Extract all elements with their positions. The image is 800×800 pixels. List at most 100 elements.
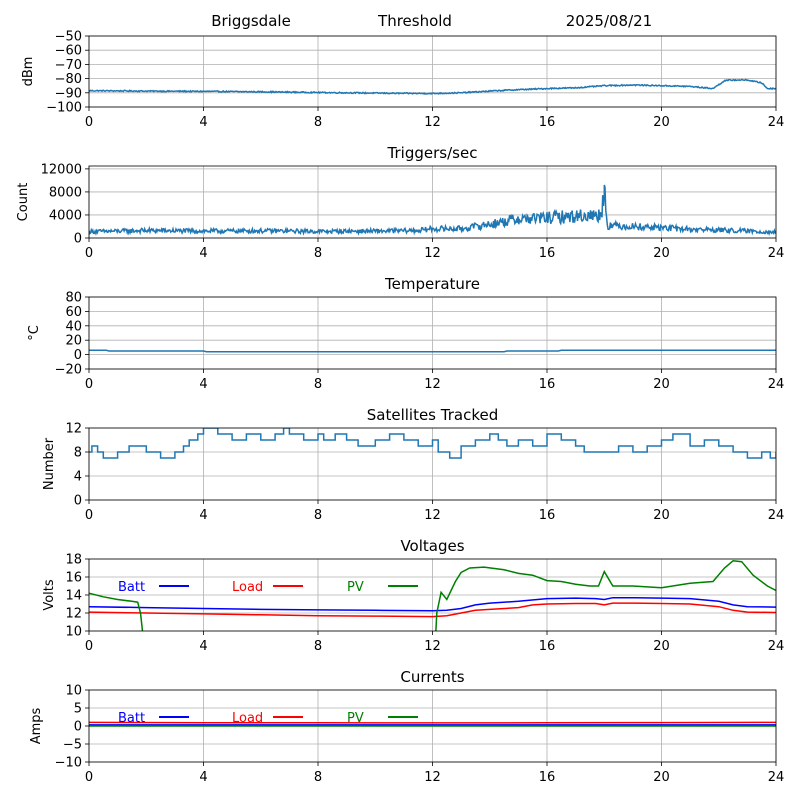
y-tick-label: −10 [55,756,82,771]
x-tick-label: 24 [768,639,785,654]
currents-series-load [89,721,776,724]
x-tick-label: 4 [199,115,207,130]
x-tick-label: 20 [653,377,670,392]
y-tick-label: 4 [74,470,82,485]
x-tick-label: 12 [424,639,441,654]
legend-label: Load [232,711,263,726]
x-tick-label: 16 [539,770,556,785]
x-tick-label: 12 [424,770,441,785]
y-tick-label: 18 [65,553,82,568]
satellites-title: Satellites Tracked [367,406,498,424]
y-tick-label: 4000 [49,208,82,223]
x-tick-label: 8 [314,639,322,654]
x-tick-label: 24 [768,115,785,130]
currents-title: Currents [400,668,464,686]
legend-label: Batt [118,711,145,726]
x-tick-label: 24 [768,377,785,392]
y-tick-label: 0 [74,348,82,363]
voltages-chart: 0 4 8 12 16 20 24 10 12 14 16 18 Voltages Volts Batt Lo… [42,537,784,654]
y-tick-label: 16 [65,571,82,586]
y-tick-label: 12000 [41,162,82,177]
threshold-ylabel: dBm [21,57,36,87]
voltages-ylabel: Volts [42,579,57,611]
legend-item-batt: Batt [118,711,189,726]
x-tick-label: 16 [539,508,556,523]
x-tick-label: 4 [199,377,207,392]
voltages-title: Voltages [400,537,464,555]
header-station: Briggsdale [211,12,291,30]
legend-item-batt: Batt [118,580,189,595]
currents-chart: 0 4 8 12 16 20 24 −10 −5 0 5 10 Currents Amps Batt Load… [29,668,784,785]
header-date: 2025/08/21 [566,12,652,30]
threshold-chart: 0 4 8 12 16 20 24 −100−90−80−70−60−50 dBm [21,30,784,131]
x-tick-label: 8 [314,246,322,261]
x-tick-label: 0 [85,115,93,130]
legend-label: PV [347,711,364,726]
y-tick-label: 0 [74,494,82,509]
y-tick-label: −70 [55,58,82,73]
x-tick-label: 16 [539,639,556,654]
triggers-chart: 0 4 8 12 16 20 24 0 4000 8000 12000 Triggers/sec Cou… [16,144,784,261]
satellites-chart: 0 4 8 12 16 20 24 0 4 8 12 Satellites Tracked Number [42,406,784,523]
temperature-title: Temperature [384,275,480,293]
x-tick-label: 0 [85,508,93,523]
x-tick-label: 20 [653,770,670,785]
legend-item-pv: PV [347,711,418,726]
satellites-ylabel: Number [42,437,57,490]
x-tick-label: 8 [314,508,322,523]
y-tick-label: 0 [74,720,82,735]
y-tick-label: 20 [65,334,82,349]
voltages-series-load [89,602,776,618]
legend-item-load: Load [232,580,303,595]
y-tick-label: −50 [55,30,82,45]
x-tick-label: 4 [199,246,207,261]
triggers-title: Triggers/sec [387,144,478,162]
y-tick-label: 80 [65,291,82,306]
y-tick-label: −5 [63,738,82,753]
x-tick-label: 16 [539,377,556,392]
y-tick-label: 40 [65,319,82,334]
legend-label: Load [232,580,263,595]
triggers-ylabel: Count [16,183,31,222]
x-tick-label: 12 [424,377,441,392]
y-tick-label: 5 [74,702,82,717]
x-tick-label: 4 [199,508,207,523]
voltages-series-pv [89,560,776,631]
y-tick-label: 10 [65,684,82,699]
triggers-series-line [89,184,776,237]
x-tick-label: 16 [539,115,556,130]
x-tick-label: 0 [85,377,93,392]
legend-label: PV [347,580,364,595]
y-tick-label: −20 [55,363,82,378]
x-tick-label: 8 [314,770,322,785]
y-tick-label: −100 [46,101,82,116]
y-tick-label: −60 [55,44,82,59]
y-tick-label: 14 [65,589,82,604]
x-tick-label: 4 [199,639,207,654]
x-tick-label: 4 [199,770,207,785]
threshold-series-line [89,78,776,96]
x-tick-label: 0 [85,246,93,261]
x-tick-label: 8 [314,377,322,392]
x-tick-label: 12 [424,115,441,130]
x-tick-label: 24 [768,508,785,523]
legend-item-load: Load [232,711,303,726]
y-tick-label: 12 [65,422,82,437]
x-tick-label: 24 [768,770,785,785]
y-tick-label: 12 [65,607,82,622]
y-tick-label: 8000 [49,185,82,200]
y-tick-label: −90 [55,86,82,101]
y-tick-label: 8 [74,446,82,461]
x-tick-label: 0 [85,639,93,654]
y-tick-label: 10 [65,625,82,640]
x-tick-label: 20 [653,246,670,261]
y-tick-label: 0 [74,232,82,247]
x-tick-label: 20 [653,115,670,130]
x-tick-label: 20 [653,508,670,523]
x-tick-label: 8 [314,115,322,130]
x-tick-label: 12 [424,508,441,523]
x-tick-label: 16 [539,246,556,261]
y-tick-label: −80 [55,72,82,87]
